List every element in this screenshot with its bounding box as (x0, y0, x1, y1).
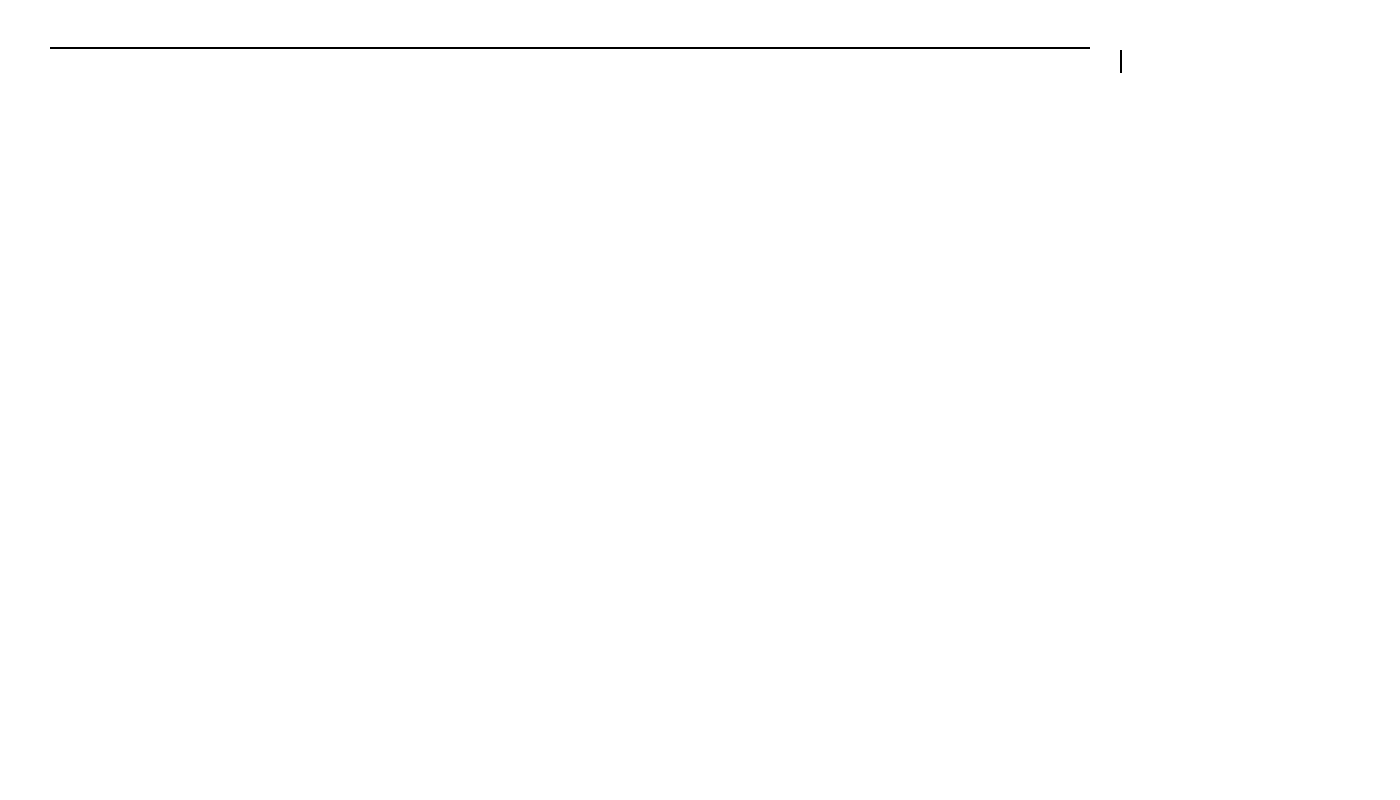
col-time (100, 44, 220, 48)
col-id (220, 44, 330, 48)
packet-table (50, 44, 1090, 49)
main-panel (50, 28, 1090, 73)
col-idx (50, 44, 100, 48)
legend-panel (1120, 50, 1386, 73)
col-data (330, 44, 586, 48)
col-byte0 (676, 44, 831, 48)
connector-overlay (6, 28, 66, 688)
col-sender (586, 44, 676, 48)
col-comments (831, 44, 1090, 48)
